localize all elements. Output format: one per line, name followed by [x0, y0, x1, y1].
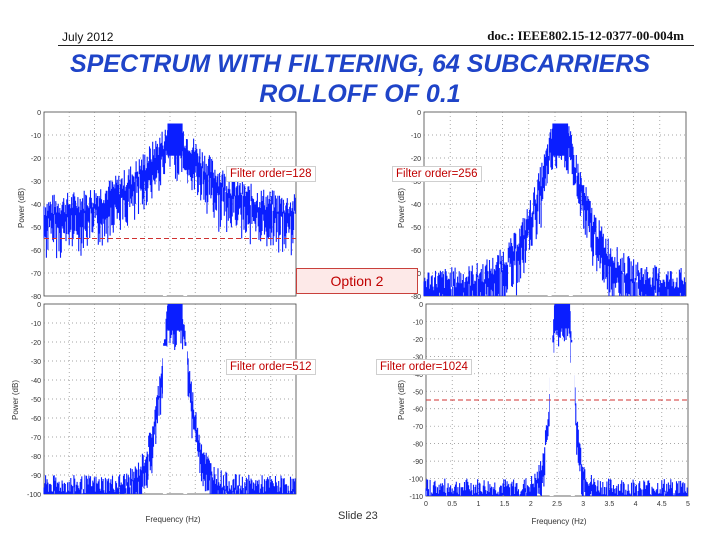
spectral-notch — [162, 174, 167, 296]
y-tick-label: -10 — [413, 319, 423, 326]
y-tick-label: -90 — [31, 473, 41, 480]
x-tick-label: 2.5 — [552, 501, 562, 508]
y-tick-label: 0 — [417, 110, 421, 117]
spectral-notch — [183, 174, 188, 296]
y-tick-label: -20 — [411, 156, 421, 163]
y-tick-label: -40 — [31, 202, 41, 209]
spectrum-plot-order-128: Power (dB) 0 -10 -20 -30 -40 -50 -60 -70 -80 — [17, 110, 297, 301]
x-tick-label: 0 — [424, 501, 428, 508]
plot3-xlabel: Frequency (Hz) — [145, 515, 200, 524]
x-tick-label: 0.5 — [447, 501, 457, 508]
y-tick-label: -70 — [31, 435, 41, 442]
plot3-ylabel: Power (dB) — [11, 380, 20, 420]
y-tick-label: -50 — [31, 225, 41, 232]
y-tick-label: -30 — [411, 179, 421, 186]
y-tick-label: -60 — [31, 416, 41, 423]
slide-number: Slide 23 — [338, 510, 378, 522]
spectrum-trace — [43, 123, 296, 259]
x-tick-label: 3.5 — [605, 501, 615, 508]
spectrum-plot-order-256: Power (dB) 0-10-20-30-40-50-60-70-80 — [397, 110, 687, 301]
spectral-notch — [568, 174, 573, 296]
spectral-notch — [162, 345, 167, 494]
y-tick-label: -20 — [413, 337, 423, 344]
y-tick-label: -60 — [31, 248, 41, 255]
plot4-xlabel: Frequency (Hz) — [531, 517, 586, 526]
x-tick-label: 5 — [686, 501, 690, 508]
y-tick-label: -30 — [413, 354, 423, 361]
annotation-order-256: Filter order=256 — [392, 166, 482, 182]
y-tick-label: -20 — [31, 156, 41, 163]
y-tick-label: -80 — [413, 442, 423, 449]
y-tick-label: -80 — [31, 454, 41, 461]
slide-title-line1: SPECTRUM WITH FILTERING, 64 SUBCARRIERS — [69, 50, 651, 78]
y-tick-label: -30 — [31, 359, 41, 366]
y-tick-label: -10 — [411, 133, 421, 140]
in-band-block — [552, 123, 569, 156]
slide-title-line2: ROLLOFF OF 0.1 — [259, 80, 461, 108]
annotation-order-1024: Filter order=1024 — [376, 359, 472, 375]
plot4-ylabel: Power (dB) — [397, 380, 406, 420]
plot2-ylabel: Power (dB) — [397, 188, 406, 228]
in-band-block — [167, 123, 183, 156]
y-tick-label: -10 — [31, 133, 41, 140]
y-tick-label: -60 — [411, 248, 421, 255]
y-tick-label: 0 — [37, 110, 41, 117]
x-tick-label: 2 — [529, 501, 533, 508]
x-tick-label: 4 — [634, 501, 638, 508]
y-tick-label: -40 — [413, 372, 423, 379]
x-tick-label: 3 — [581, 501, 585, 508]
spectral-notch — [570, 342, 575, 496]
in-band-block — [554, 304, 571, 329]
y-tick-label: -40 — [411, 202, 421, 209]
y-tick-label: -80 — [31, 294, 41, 301]
y-tick-label: -50 — [413, 389, 423, 396]
y-tick-label: -70 — [413, 424, 423, 431]
header-date: July 2012 — [62, 30, 114, 44]
y-tick-label: -100 — [27, 492, 41, 499]
y-tick-label: -70 — [31, 271, 41, 278]
in-band-block — [167, 304, 183, 331]
plot1-ylabel: Power (dB) — [17, 188, 26, 228]
header-rule — [58, 45, 694, 46]
y-tick-label: -90 — [413, 459, 423, 466]
spectrum-plot-order-512: Power (dB) Frequency (Hz) 0 -10 -20 -30 -40 -… — [11, 302, 297, 524]
y-tick-label: -30 — [31, 179, 41, 186]
spectral-notch — [549, 342, 554, 496]
y-tick-label: -80 — [411, 294, 421, 301]
annotation-order-128: Filter order=128 — [226, 166, 316, 182]
spectrum-plot-order-1024: Power (dB) Frequency (Hz) 0 -10 -20 -30 -40 -… — [397, 302, 690, 526]
x-tick-label: 4.5 — [657, 501, 667, 508]
spectral-notch — [183, 345, 188, 494]
annotation-order-512: Filter order=512 — [226, 359, 316, 375]
y-tick-label: -50 — [411, 225, 421, 232]
y-tick-label: -20 — [31, 340, 41, 347]
y-tick-label: -50 — [31, 397, 41, 404]
option-label: Option 2 — [296, 268, 418, 294]
y-tick-label: -110 — [410, 494, 424, 501]
x-tick-label: 1 — [476, 501, 480, 508]
y-tick-label: -10 — [31, 321, 41, 328]
header-doc-id: doc.: IEEE802.15-12-0377-00-004m — [487, 28, 684, 43]
spectrum-trace — [423, 123, 686, 296]
x-tick-label: 1.5 — [500, 501, 510, 508]
y-tick-label: 0 — [37, 302, 41, 309]
spectrum-trace — [43, 304, 296, 494]
y-tick-label: -60 — [413, 407, 423, 414]
spectral-notch — [547, 174, 552, 296]
y-tick-label: 0 — [419, 302, 423, 309]
y-tick-label: -100 — [409, 477, 423, 484]
y-tick-label: -40 — [31, 378, 41, 385]
